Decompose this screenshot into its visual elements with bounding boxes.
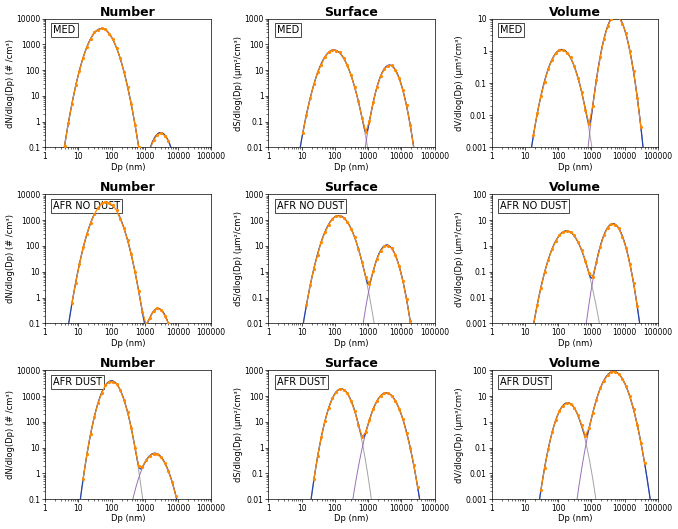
Y-axis label: dS/dlog(Dp) (μm²/cm³): dS/dlog(Dp) (μm²/cm³) [234,35,243,131]
Text: AFR NO DUST: AFR NO DUST [500,201,567,211]
Text: AFR DUST: AFR DUST [54,377,102,387]
Y-axis label: dS/dlog(Dp) (μm²/cm³): dS/dlog(Dp) (μm²/cm³) [234,387,243,482]
Y-axis label: dV/dlog(Dp) (μm³/cm³): dV/dlog(Dp) (μm³/cm³) [455,387,464,482]
Text: AFR NO DUST: AFR NO DUST [277,201,344,211]
X-axis label: Dp (nm): Dp (nm) [557,514,592,523]
X-axis label: Dp (nm): Dp (nm) [334,514,369,523]
Y-axis label: dN/dlog(Dp) (# /cm³): dN/dlog(Dp) (# /cm³) [5,39,14,127]
Y-axis label: dV/dlog(Dp) (μm³/cm³): dV/dlog(Dp) (μm³/cm³) [455,35,464,131]
Title: Volume: Volume [549,181,601,195]
Title: Volume: Volume [549,357,601,370]
Text: AFR DUST: AFR DUST [277,377,325,387]
Title: Number: Number [100,6,156,19]
X-axis label: Dp (nm): Dp (nm) [334,163,369,172]
X-axis label: Dp (nm): Dp (nm) [334,339,369,348]
Text: MED: MED [277,25,299,35]
Y-axis label: dS/dlog(Dp) (μm²/cm³): dS/dlog(Dp) (μm²/cm³) [234,212,243,306]
Title: Number: Number [100,181,156,195]
Title: Surface: Surface [325,181,378,195]
Text: AFR NO DUST: AFR NO DUST [54,201,121,211]
Title: Number: Number [100,357,156,370]
X-axis label: Dp (nm): Dp (nm) [111,163,145,172]
Title: Surface: Surface [325,357,378,370]
Y-axis label: dN/dlog(Dp) (# /cm³): dN/dlog(Dp) (# /cm³) [5,214,14,303]
Y-axis label: dV/dlog(Dp) (μm³/cm³): dV/dlog(Dp) (μm³/cm³) [455,211,464,307]
Title: Surface: Surface [325,6,378,19]
Y-axis label: dN/dlog(Dp) (# /cm³): dN/dlog(Dp) (# /cm³) [5,390,14,479]
Title: Volume: Volume [549,6,601,19]
Text: AFR DUST: AFR DUST [500,377,549,387]
X-axis label: Dp (nm): Dp (nm) [111,514,145,523]
Text: MED: MED [54,25,76,35]
X-axis label: Dp (nm): Dp (nm) [557,163,592,172]
X-axis label: Dp (nm): Dp (nm) [557,339,592,348]
Text: MED: MED [500,25,522,35]
X-axis label: Dp (nm): Dp (nm) [111,339,145,348]
